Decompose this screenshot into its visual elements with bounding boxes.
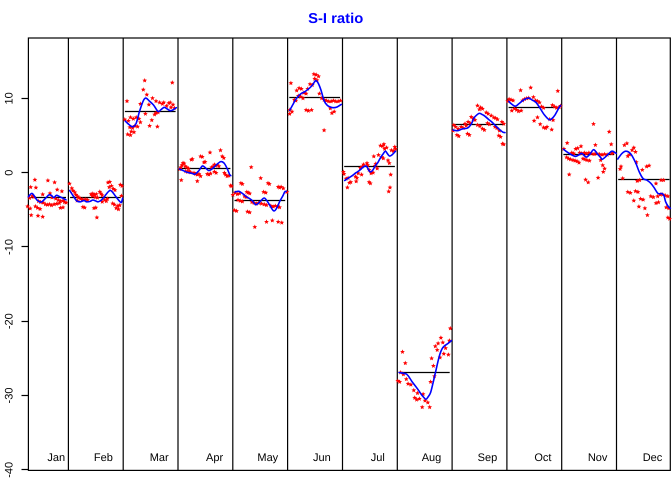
svg-text:-40: -40: [3, 462, 15, 478]
svg-text:-30: -30: [3, 388, 15, 404]
svg-text:-20: -20: [3, 313, 15, 329]
svg-text:Jul: Jul: [371, 452, 385, 464]
svg-text:Jun: Jun: [313, 452, 331, 464]
svg-text:Oct: Oct: [534, 452, 551, 464]
svg-text:Dec: Dec: [643, 452, 663, 464]
svg-text:Mar: Mar: [150, 452, 169, 464]
svg-text:Nov: Nov: [588, 452, 608, 464]
svg-text:10: 10: [3, 92, 15, 104]
svg-text:Jan: Jan: [47, 452, 65, 464]
svg-text:Sep: Sep: [478, 452, 498, 464]
svg-text:-10: -10: [3, 239, 15, 255]
svg-text:Feb: Feb: [94, 452, 113, 464]
svg-text:Aug: Aug: [422, 452, 442, 464]
svg-text:Apr: Apr: [206, 452, 223, 464]
svg-text:0: 0: [3, 170, 15, 176]
svg-text:S-I ratio: S-I ratio: [308, 11, 363, 27]
svg-text:May: May: [257, 452, 278, 464]
